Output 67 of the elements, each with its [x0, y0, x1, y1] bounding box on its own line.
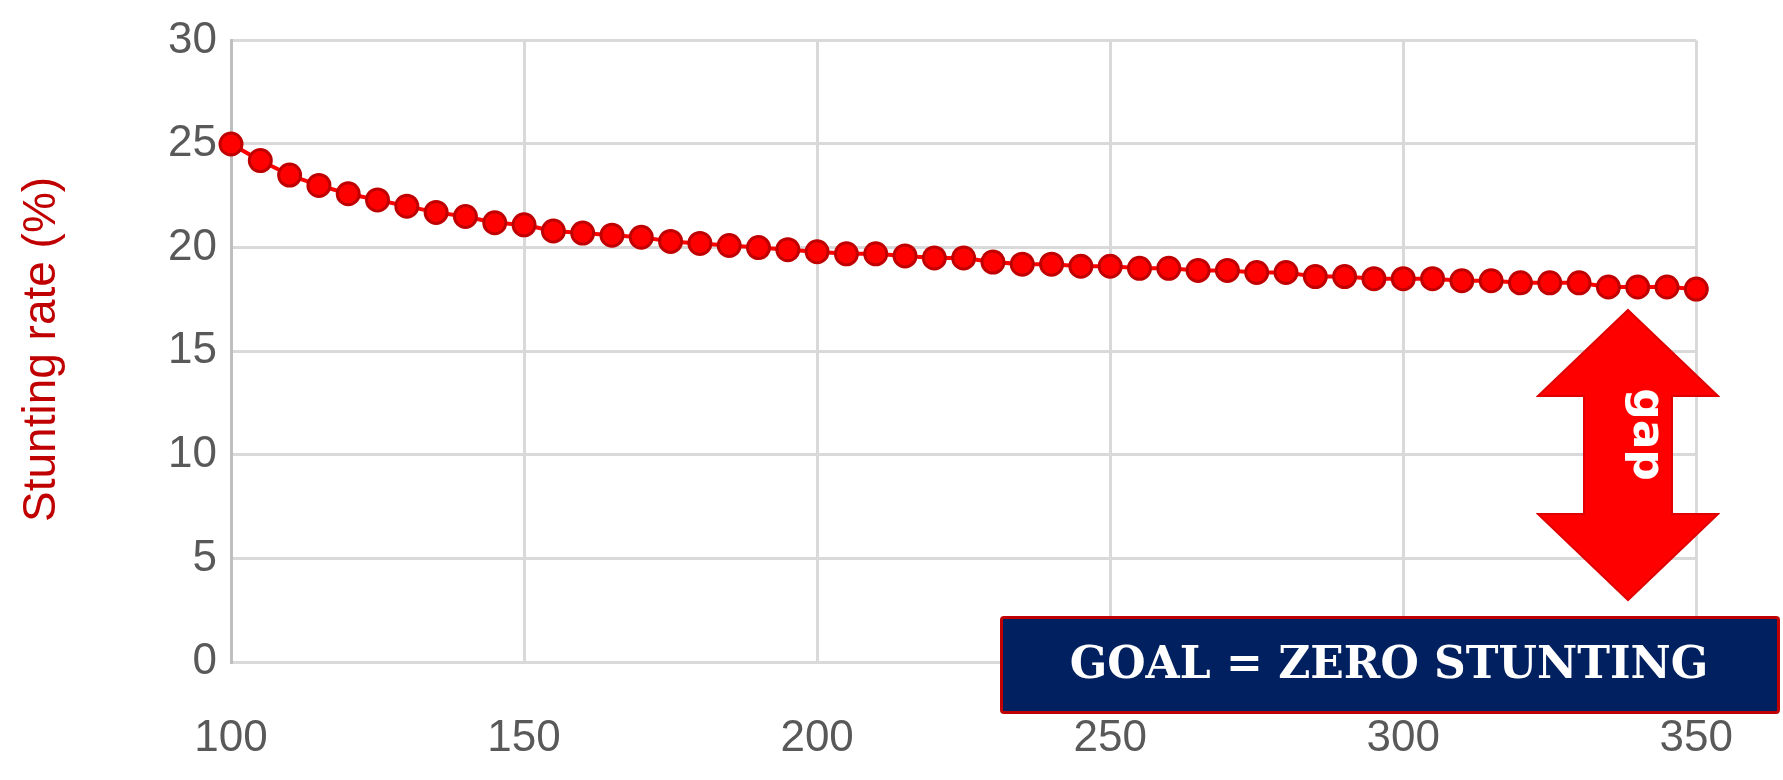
point [1273, 259, 1299, 285]
y-tick-label: 30 [168, 12, 217, 62]
point [511, 212, 537, 238]
point [335, 181, 361, 207]
point [775, 237, 801, 263]
point [1390, 266, 1416, 292]
y-axis-title: Stunting rate (%) [12, 176, 66, 522]
point [951, 245, 977, 271]
point [1566, 270, 1592, 296]
point [1097, 253, 1123, 279]
point [1420, 266, 1446, 292]
point [1361, 266, 1387, 292]
point [277, 162, 303, 188]
x-tick-label: 250 [1073, 710, 1147, 760]
x-tick-label: 300 [1366, 710, 1440, 760]
point [1625, 274, 1651, 300]
point [306, 172, 332, 198]
annotation: gap [1623, 387, 1675, 481]
y-tick-label: 10 [168, 426, 217, 476]
point [716, 233, 742, 259]
x-tick-label: 350 [1659, 710, 1733, 760]
x-tick-label: 200 [780, 710, 854, 760]
y-tick-label: 20 [168, 219, 217, 269]
point [1478, 268, 1504, 294]
point [570, 220, 596, 246]
point [452, 204, 478, 230]
point [1507, 270, 1533, 296]
point [1244, 259, 1270, 285]
annotation: GOAL = ZERO STUNTING [1069, 636, 1709, 688]
point [1654, 274, 1680, 300]
point [1332, 264, 1358, 290]
point [863, 241, 889, 267]
point [1009, 251, 1035, 277]
point [218, 131, 244, 157]
x-tick-label: 100 [194, 710, 268, 760]
y-tick-label: 15 [168, 323, 217, 373]
point [980, 249, 1006, 275]
point [599, 222, 625, 248]
point [540, 218, 566, 244]
point [746, 235, 772, 261]
point [833, 241, 859, 267]
point [1068, 253, 1094, 279]
point [482, 210, 508, 236]
point [804, 239, 830, 265]
point [394, 193, 420, 219]
point [1595, 274, 1621, 300]
point [1185, 257, 1211, 283]
point [1126, 255, 1152, 281]
point [1214, 257, 1240, 283]
point [1039, 251, 1065, 277]
point [687, 230, 713, 256]
point [892, 243, 918, 269]
point [1683, 276, 1709, 302]
point [1302, 264, 1328, 290]
point [1156, 255, 1182, 281]
point [628, 224, 654, 250]
point [365, 187, 391, 213]
point [921, 245, 947, 271]
point [1449, 268, 1475, 294]
point [423, 199, 449, 225]
point [247, 148, 273, 174]
x-tick-label: 150 [487, 710, 561, 760]
y-tick-label: 5 [192, 530, 217, 580]
y-tick-label: 0 [192, 634, 217, 684]
point [1537, 270, 1563, 296]
y-tick-label: 25 [168, 116, 217, 166]
point [658, 228, 684, 254]
